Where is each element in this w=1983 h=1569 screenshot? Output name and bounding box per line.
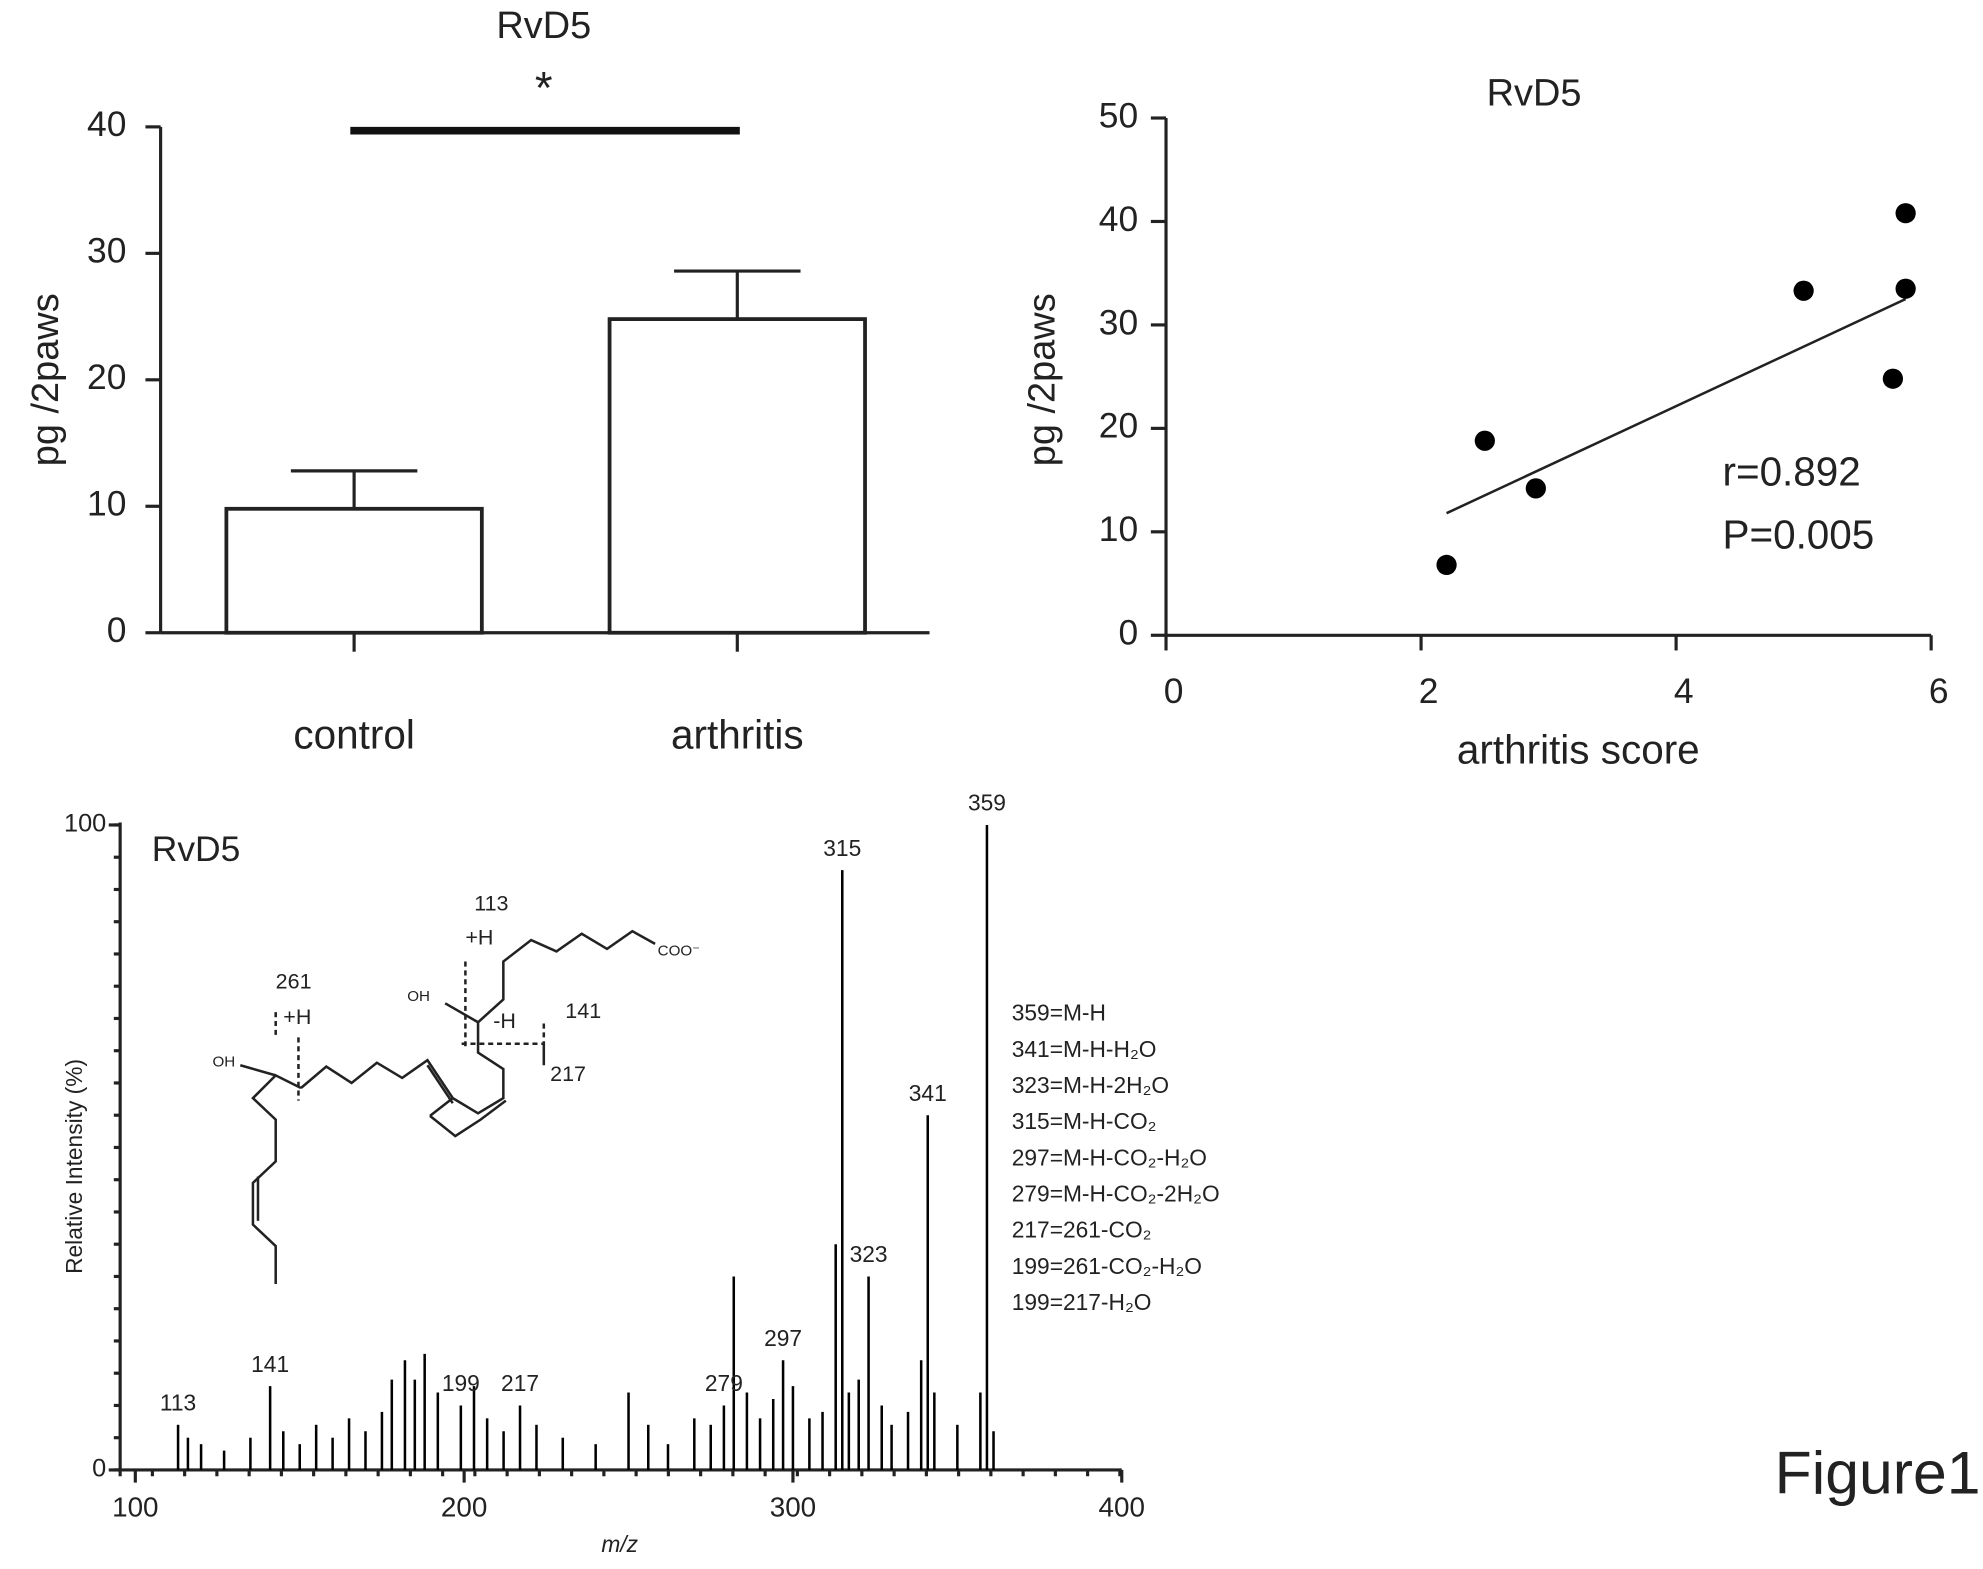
peak-label: 279 [705, 1370, 743, 1396]
fragment-note: 199=217-H₂O [1012, 1289, 1152, 1315]
y-tick-label: 40 [1099, 199, 1138, 239]
structure-label: 141 [565, 999, 601, 1023]
x-tick-label: 4 [1674, 671, 1694, 711]
y-tick-label: 0 [92, 1455, 106, 1483]
peak-label: 141 [251, 1351, 289, 1377]
structure-label: +H [283, 1005, 311, 1029]
figure-label: Figure1 [1775, 1439, 1981, 1507]
structure-label: 261 [276, 970, 312, 994]
fragment-note: 341=M-H-H₂O [1012, 1036, 1157, 1062]
structure [239, 929, 656, 1285]
x-tick-label: control [293, 711, 414, 757]
point [1895, 278, 1916, 299]
y-axis-label: Relative Intensity (%) [61, 1059, 87, 1274]
bar [607, 317, 867, 635]
peak-label: 113 [160, 1390, 196, 1416]
peak-label: 359 [968, 790, 1006, 816]
peak-label: 323 [850, 1241, 888, 1267]
y-axis-label: pg /2paws [25, 293, 67, 466]
y-tick-label: 50 [1099, 95, 1138, 135]
fragment-note: 315=M-H-CO₂ [1012, 1108, 1157, 1134]
structure-label: +H [465, 925, 493, 949]
y-tick-label: 20 [1099, 406, 1138, 446]
y-tick-label: 100 [64, 810, 106, 838]
fragment-note: 297=M-H-CO₂-H₂O [1012, 1144, 1207, 1170]
structure-label: OH [407, 988, 430, 1005]
structure-label: 217 [550, 1062, 586, 1086]
fragment-note: 359=M-H [1012, 1000, 1106, 1026]
x-tick-label: 100 [112, 1491, 158, 1522]
peak-label: 341 [909, 1080, 947, 1106]
fragment-note: 217=261-CO₂ [1012, 1217, 1152, 1243]
x-tick-label: 300 [770, 1491, 816, 1522]
y-tick-label: 0 [107, 610, 127, 650]
y-tick-label: 30 [87, 231, 126, 271]
y-tick-label: 30 [1099, 302, 1138, 342]
y-tick-label: 10 [1099, 509, 1138, 549]
chart-title: RvD5 [496, 5, 591, 47]
y-axis-label: pg /2paws [1022, 293, 1064, 466]
significance-mark: * [535, 62, 553, 113]
x-tick-label: arthritis [671, 711, 804, 757]
point [1793, 280, 1814, 301]
x-tick-label: 200 [441, 1491, 487, 1522]
x-axis-label: arthritis score [1457, 727, 1700, 773]
fragment-note: 199=261-CO₂-H₂O [1012, 1253, 1202, 1279]
point [1436, 554, 1457, 576]
x-tick-label: 400 [1099, 1491, 1145, 1522]
structure-label: -H [493, 1009, 516, 1033]
structure-label: OH [212, 1054, 235, 1071]
point [1895, 203, 1916, 224]
point [1474, 430, 1495, 451]
peak-label: 217 [501, 1370, 539, 1396]
annotation: r=0.892 [1722, 448, 1860, 494]
y-tick-label: 20 [87, 357, 126, 397]
y-tick-label: 40 [87, 104, 126, 144]
x-tick-label: 2 [1419, 671, 1439, 711]
x-tick-label: 6 [1929, 671, 1949, 711]
x-axis-label: m/z [601, 1531, 638, 1557]
peak-label: 315 [823, 835, 861, 861]
bar [224, 506, 484, 635]
point [1525, 478, 1546, 499]
fragment-note: 279=M-H-CO₂-2H₂O [1012, 1181, 1220, 1207]
y-tick-label: 0 [1118, 613, 1138, 653]
structure-label: 113 [474, 891, 508, 915]
fit-line [1446, 297, 1907, 515]
x-tick-label: 0 [1164, 671, 1184, 711]
annotation: P=0.005 [1722, 512, 1874, 558]
chart-title: RvD5 [152, 829, 241, 869]
chart-title: RvD5 [1487, 72, 1582, 114]
point [1882, 368, 1904, 389]
peak-label: 199 [442, 1370, 480, 1396]
structure-label: COO⁻ [658, 942, 701, 959]
y-tick-label: 10 [87, 484, 126, 524]
peak-label: 297 [764, 1325, 802, 1351]
fragment-note: 323=M-H-2H₂O [1012, 1072, 1169, 1098]
